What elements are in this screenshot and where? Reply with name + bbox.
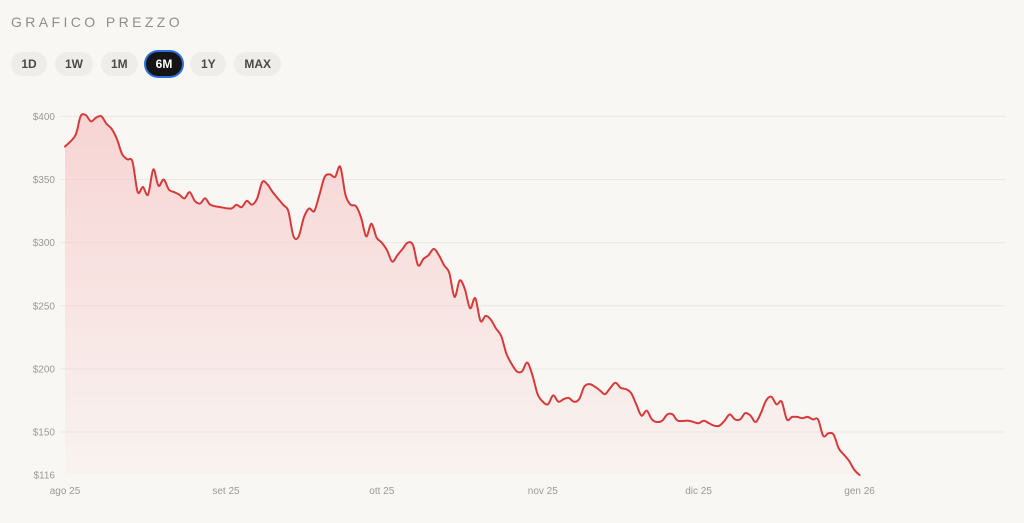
range-max-button[interactable]: MAX xyxy=(234,52,282,76)
x-tick-label: gen 26 xyxy=(844,486,875,497)
range-1w-button[interactable]: 1W xyxy=(55,52,93,76)
x-tick-label: ago 25 xyxy=(50,486,81,497)
y-tick-label: $250 xyxy=(33,301,56,312)
price-chart[interactable]: $400 $350 $300 $250 $200 $150 $116 ago 25 set 25… xyxy=(0,95,1024,515)
price-area-fill xyxy=(65,114,860,475)
x-tick-label: ott 25 xyxy=(369,486,394,497)
x-tick-label: nov 25 xyxy=(528,486,558,497)
range-6m-button[interactable]: 6M xyxy=(145,52,183,76)
y-tick-label: $350 xyxy=(33,175,56,186)
chart-title: GRAFICO PREZZO xyxy=(11,14,184,30)
y-tick-label: $200 xyxy=(33,364,56,375)
y-tick-label: $116 xyxy=(33,471,55,482)
range-1d-button[interactable]: 1D xyxy=(11,52,47,76)
time-range-selector: 1D 1W 1M 6M 1Y MAX xyxy=(11,52,282,76)
y-tick-label: $300 xyxy=(33,238,56,249)
x-tick-label: dic 25 xyxy=(685,486,712,497)
x-tick-label: set 25 xyxy=(212,486,240,497)
y-tick-label: $400 xyxy=(33,112,56,123)
range-1m-button[interactable]: 1M xyxy=(101,52,138,76)
y-tick-label: $150 xyxy=(33,428,56,439)
range-1y-button[interactable]: 1Y xyxy=(190,52,227,76)
price-series-line xyxy=(64,113,861,476)
